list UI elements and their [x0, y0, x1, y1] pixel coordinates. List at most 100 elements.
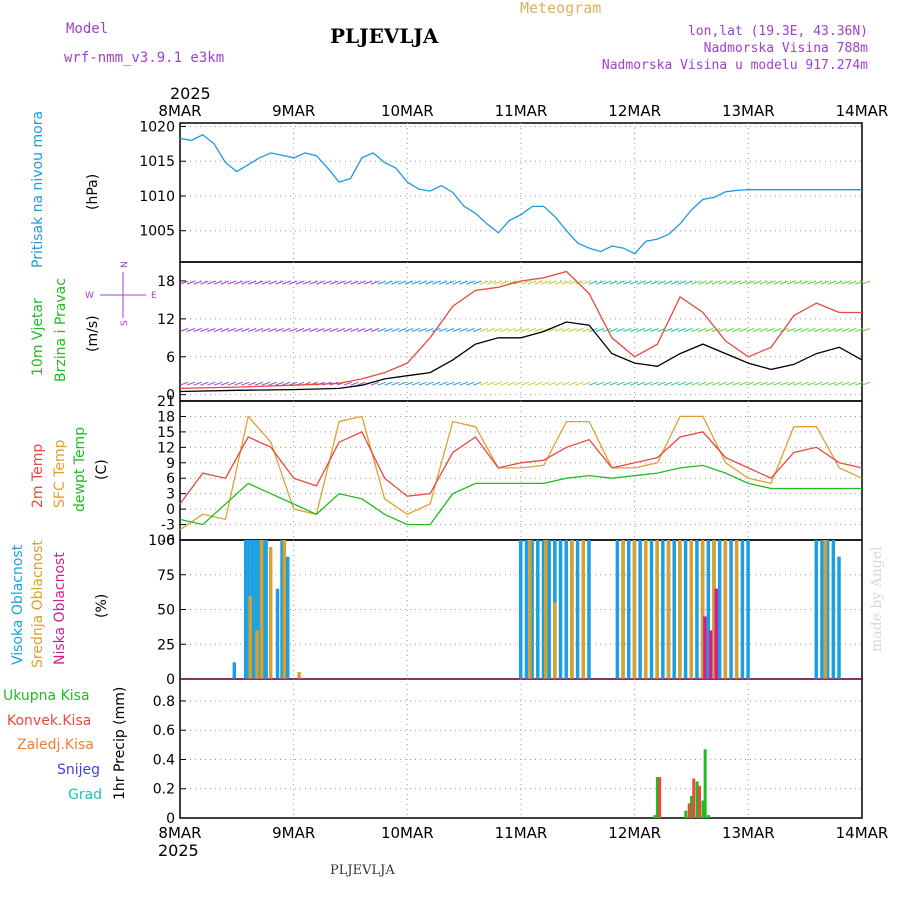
wind-arrow [527, 381, 536, 386]
wind-arrow [493, 328, 502, 332]
temp-axis-label-2: SFC Temp [52, 439, 68, 508]
cloud-bar [285, 556, 290, 679]
wind-arrow [432, 280, 441, 285]
y-tick-label: 0 [166, 672, 175, 688]
sfc-temp-line [179, 415, 863, 531]
cloud-bar [823, 540, 828, 679]
legend-total-rain: Ukupna Kisa [3, 688, 90, 704]
wind-arrow [186, 328, 195, 332]
wind-arrow [684, 381, 693, 386]
plot-layer [179, 134, 871, 818]
wind-arrow [357, 381, 366, 386]
wind-arrow [466, 328, 475, 332]
cloud-bar [683, 540, 688, 679]
wind-arrow [248, 280, 257, 285]
wind-arrow [391, 280, 400, 285]
wind-arrow [350, 328, 359, 332]
day-labels-bottom: 8MAR 9MAR 10MAR 11MAR 12MAR 13MAR 14MAR [158, 824, 888, 842]
wind-arrow [779, 280, 789, 285]
wind-arrow [602, 381, 612, 386]
wind-arrow [766, 280, 775, 285]
day-label-top: 14MAR [836, 102, 889, 120]
wind-arrow [363, 280, 373, 285]
wind-speed-line [179, 321, 863, 393]
wind-arrow [268, 381, 277, 386]
cloud-bar [547, 540, 551, 679]
y-tick-label: 18 [157, 274, 175, 290]
wind-arrow [452, 280, 461, 285]
wind-arrow [520, 280, 530, 285]
wind-arrow [473, 280, 482, 285]
y-tick-label: 21 [157, 394, 175, 410]
precip-bar [692, 778, 696, 818]
precip-bar [701, 800, 705, 818]
wind-arrow [220, 381, 230, 386]
cloud-bar [264, 540, 268, 679]
wind-arrow [466, 280, 475, 285]
cloud-bar [729, 540, 733, 679]
wind-arrow [343, 381, 352, 386]
wind-arrow [486, 280, 496, 285]
wind-arrow [595, 280, 605, 285]
wind-arrow [814, 280, 823, 285]
grid-lines [180, 123, 862, 818]
wind-arrow [275, 381, 284, 386]
precip-bar [703, 749, 707, 818]
cloud-bar [746, 540, 750, 679]
wind-arrow [248, 328, 257, 332]
wind-arrow [677, 381, 687, 386]
cloud-bar [734, 540, 739, 679]
wind-arrow [602, 328, 612, 332]
page-title: PLJEVLJA [330, 24, 439, 48]
day-label-bottom: 12MAR [608, 824, 661, 842]
cloud-bar [814, 540, 819, 679]
cloud-bar [820, 540, 824, 679]
wind-arrow [275, 328, 284, 332]
wind-arrow [861, 328, 871, 332]
y-tick-label: 18 [157, 409, 175, 425]
wind-arrow [425, 280, 434, 285]
wind-arrow [739, 381, 748, 386]
wind-arrow [473, 328, 482, 332]
day-label-bottom: 9MAR [272, 824, 315, 842]
wind-arrow [200, 328, 209, 332]
precip-unit: 1hr Precip (mm) [112, 687, 128, 800]
wind-arrow [704, 280, 714, 285]
compass-rose: N W E S [85, 261, 157, 326]
pressure-line [179, 134, 862, 255]
wind-arrow [711, 381, 721, 386]
wind-arrow [411, 280, 421, 285]
cloud-labels: Visoka Oblacnost Srednja Oblacnost Niska… [10, 540, 110, 668]
cloud-bar [672, 540, 676, 679]
wind-arrow [629, 328, 639, 332]
wind-arrow [732, 381, 741, 386]
wind-arrow [254, 381, 264, 386]
wind-arrow [616, 280, 625, 285]
y-tick-label: 0.2 [153, 782, 175, 798]
wind-arrow [377, 280, 386, 285]
compass-e: E [151, 291, 157, 301]
cloud-bar [632, 540, 637, 679]
wind-arrow [807, 328, 816, 332]
cloud-bar [232, 662, 237, 679]
wind-arrow [336, 280, 346, 285]
precip-bar [655, 777, 659, 818]
wind-arrow [677, 328, 687, 332]
temp-unit: (C) [94, 459, 110, 480]
wind-arrow [623, 280, 632, 285]
wind-arrow [459, 381, 468, 386]
wind-arrow [179, 280, 189, 285]
wind-arrow [554, 328, 564, 332]
model-name: wrf-nmm_v3.9.1 e3km [64, 50, 225, 66]
wind-arrow [575, 280, 584, 285]
wind-arrow [670, 280, 680, 285]
wind-arrow [193, 280, 202, 285]
y-tick-label: 50 [157, 603, 175, 619]
y-tick-label: 0 [166, 811, 175, 827]
temp-2m-line [179, 431, 863, 505]
wind-arrow [391, 381, 400, 386]
cloud-bar [519, 540, 523, 679]
lonlat-label: lon,lat (19.3E, 43.36N) [687, 24, 868, 39]
wind-arrow [779, 381, 789, 386]
wind-arrow [786, 381, 796, 386]
